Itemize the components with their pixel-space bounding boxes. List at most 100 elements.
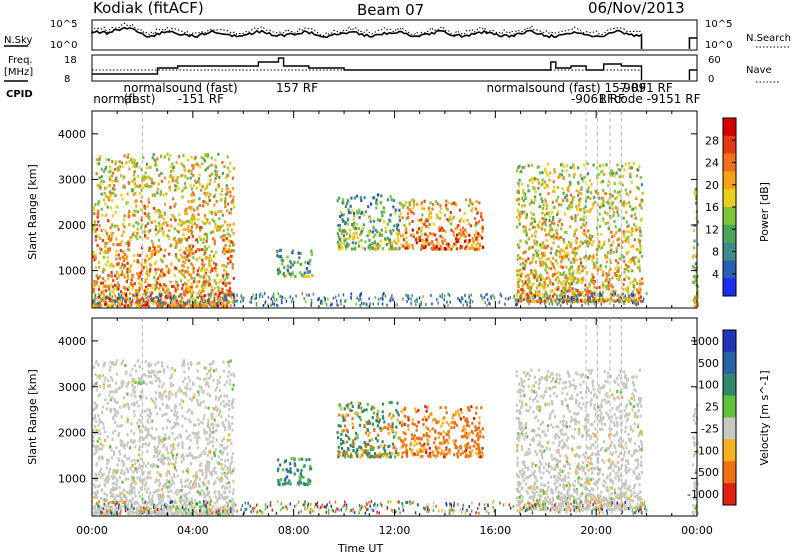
range-gate-cell: [189, 304, 192, 308]
range-gate-cell: [107, 218, 110, 222]
range-gate-cell: [204, 468, 207, 472]
range-gate-cell: [174, 286, 177, 290]
range-gate-cell: [543, 281, 546, 285]
range-gate-cell: [519, 274, 522, 278]
range-gate-cell: [174, 239, 178, 243]
range-gate-cell: [563, 271, 566, 275]
range-gate-cell: [634, 279, 637, 283]
range-gate-cell: [569, 244, 572, 248]
range-gate-cell: [190, 200, 193, 203]
range-gate-cell: [206, 152, 210, 156]
range-gate-cell: [464, 247, 467, 250]
range-gate-cell: [145, 277, 148, 281]
range-gate-cell: [442, 229, 445, 233]
range-gate-cell: [189, 221, 192, 225]
range-gate-cell: [97, 292, 100, 296]
range-gate-cell: [110, 174, 113, 178]
range-gate-cell: [577, 190, 581, 194]
range-gate-cell: [203, 491, 206, 495]
range-gate-cell: [609, 192, 612, 196]
range-gate-cell: [560, 203, 563, 207]
range-gate-cell: [398, 232, 401, 236]
range-gate-cell: [439, 210, 442, 214]
range-gate-cell: [164, 482, 168, 486]
range-gate-cell: [98, 376, 101, 380]
range-gate-cell: [230, 460, 233, 463]
range-gate-cell: [198, 377, 201, 381]
range-gate-cell: [585, 234, 588, 238]
range-gate-cell: [623, 271, 626, 275]
range-gate-cell: [193, 222, 197, 225]
range-gate-cell: [115, 499, 118, 503]
range-gate-cell: [158, 500, 161, 504]
range-gate-cell: [368, 239, 371, 242]
range-gate-cell: [305, 267, 308, 270]
range-gate-cell: [355, 210, 358, 214]
range-gate-cell: [129, 264, 132, 268]
range-gate-cell: [158, 250, 161, 254]
range-gate-cell: [190, 172, 193, 176]
range-gate-cell: [528, 280, 531, 284]
range-gate-cell: [136, 292, 138, 296]
range-gate-cell: [169, 376, 172, 380]
range-gate-cell: [563, 212, 566, 216]
range-gate-cell: [321, 299, 323, 303]
range-gate-cell: [157, 267, 160, 271]
range-gate-cell: [578, 198, 581, 202]
range-gate-cell: [228, 427, 231, 431]
range-gate-cell: [445, 206, 448, 210]
range-gate-cell: [183, 236, 186, 240]
range-gate-cell: [214, 388, 217, 392]
range-gate-cell: [549, 228, 552, 232]
range-gate-cell: [233, 167, 236, 171]
range-gate-cell: [597, 192, 600, 196]
range-gate-cell: [604, 192, 607, 196]
range-gate-cell: [548, 178, 551, 182]
range-gate-cell: [149, 165, 152, 169]
range-gate-cell: [614, 289, 617, 293]
range-gate-cell: [213, 304, 216, 308]
range-gate-cell: [175, 161, 178, 165]
range-gate-cell: [295, 294, 297, 298]
range-gate-cell: [176, 229, 179, 233]
range-gate-cell: [481, 226, 484, 230]
range-gate-cell: [116, 299, 118, 303]
range-gate-cell: [272, 292, 275, 296]
range-gate-cell: [222, 229, 225, 233]
range-gate-cell: [185, 387, 188, 391]
range-gate-cell: [211, 444, 214, 448]
range-gate-cell: [620, 295, 622, 299]
range-gate-cell: [185, 288, 188, 292]
range-gate-cell: [226, 250, 229, 254]
range-gate-cell: [198, 173, 201, 177]
range-gate-cell: [102, 386, 105, 390]
range-gate-cell: [428, 216, 431, 220]
range-gate-cell: [619, 274, 622, 278]
range-gate-cell: [222, 506, 225, 510]
range-gate-cell: [600, 299, 604, 303]
range-gate-cell: [232, 243, 235, 247]
range-gate-cell: [203, 222, 206, 226]
range-gate-cell: [123, 218, 126, 222]
range-gate-cell: [116, 424, 119, 428]
range-gate-cell: [132, 253, 135, 257]
range-gate-cell: [564, 253, 567, 256]
range-gate-cell: [93, 279, 96, 283]
range-gate-cell: [392, 205, 395, 209]
range-gate-cell: [635, 303, 637, 307]
range-gate-cell: [696, 301, 699, 305]
range-gate-cell: [103, 295, 106, 299]
range-gate-cell: [570, 242, 573, 246]
range-gate-cell: [190, 262, 193, 266]
range-gate-cell: [100, 207, 103, 211]
range-gate-cell: [147, 501, 150, 504]
range-gate-cell: [371, 246, 374, 250]
range-gate-cell: [95, 449, 98, 453]
range-gate-cell: [627, 285, 630, 289]
range-gate-cell: [106, 205, 109, 209]
range-gate-cell: [617, 294, 620, 297]
range-gate-cell: [149, 267, 152, 271]
range-gate-cell: [231, 415, 234, 419]
range-gate-cell: [97, 472, 100, 476]
range-gate-cell: [234, 299, 237, 303]
